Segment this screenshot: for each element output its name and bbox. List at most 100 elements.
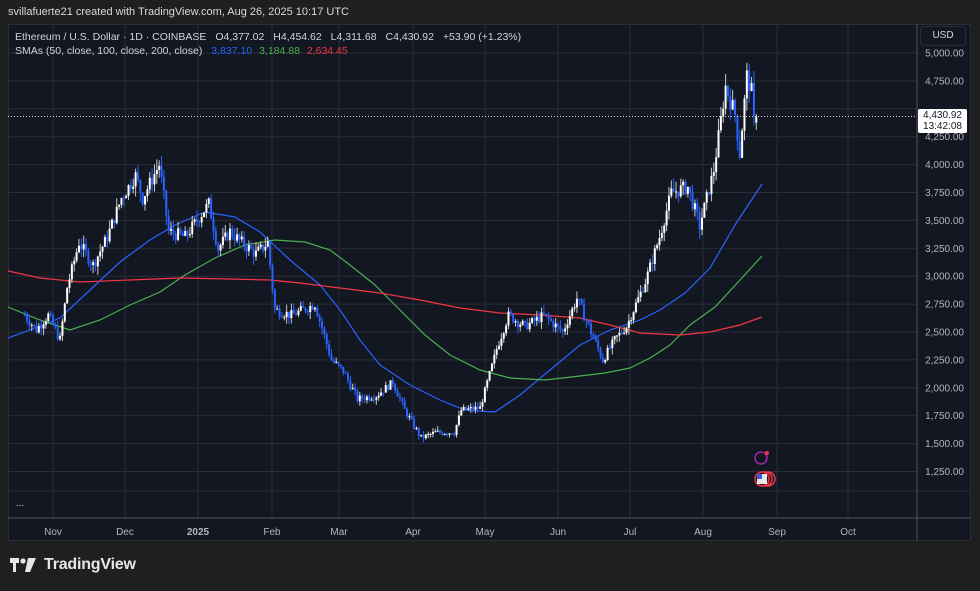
candle-body — [155, 169, 158, 175]
candle-body — [387, 385, 390, 390]
candle-body — [667, 195, 670, 211]
candle-body — [427, 433, 430, 435]
candle-body — [646, 271, 649, 285]
sma200-value: 2,634.45 — [306, 45, 348, 57]
candle-body — [391, 380, 394, 385]
candle-body — [146, 189, 149, 197]
candle-body — [413, 418, 416, 429]
candle-body — [601, 356, 604, 363]
tradingview-logo[interactable]: TradingView — [10, 556, 136, 574]
candle-body — [153, 174, 156, 185]
candle-body — [639, 291, 642, 298]
sma-line — [8, 183, 763, 413]
candle-body — [311, 305, 314, 310]
candle-body — [66, 287, 69, 304]
candle-body — [398, 396, 401, 399]
price-change: +53.90 (+1.23%) — [442, 31, 522, 43]
candle-body — [462, 406, 465, 411]
candle-body — [483, 387, 486, 403]
candle-body — [467, 408, 470, 410]
candle-body — [590, 323, 593, 335]
candle-body — [604, 360, 607, 363]
candle-body — [429, 433, 432, 435]
candle-body — [127, 185, 130, 196]
candle-body — [349, 380, 352, 390]
candle-body — [151, 177, 154, 185]
candle-body — [245, 246, 248, 252]
candle-body — [741, 130, 744, 158]
candle-body — [547, 314, 550, 319]
price-axis-label: 2,750.00 — [925, 300, 964, 311]
candle-body — [644, 284, 647, 293]
candle-body — [70, 264, 73, 280]
candle-body — [616, 335, 619, 337]
candle-body — [252, 248, 255, 257]
candle-body — [344, 372, 347, 374]
candle-body — [538, 316, 541, 323]
candle-body — [625, 327, 628, 333]
candle-body — [330, 354, 333, 361]
candle-body — [306, 311, 309, 313]
candle-body — [377, 395, 380, 398]
candle-body — [651, 262, 654, 265]
price-chart[interactable]: 1,250.00 1,500.00 1,750.00 2,000.00 2,250.00… — [8, 24, 971, 541]
candle-body — [61, 321, 64, 336]
candle-body — [592, 334, 595, 338]
candle-body — [519, 324, 522, 327]
tradingview-logo-icon — [10, 558, 36, 572]
candle-body — [493, 354, 496, 364]
candle-body — [217, 243, 220, 251]
candle-body — [337, 361, 340, 365]
candle-body — [401, 398, 404, 401]
candle-body — [486, 380, 489, 388]
candle-body — [191, 221, 194, 234]
candle-body — [559, 325, 562, 330]
candle-body — [507, 311, 510, 326]
candle-body — [594, 337, 597, 341]
symbol-label[interactable]: Ethereum / U.S. Dollar · 1D · COINBASE — [15, 31, 207, 43]
candle-body — [264, 246, 267, 251]
price-axis-label: 3,250.00 — [925, 244, 964, 255]
sma-indicator-label[interactable]: SMAs (50, close, 100, close, 200, close) — [15, 45, 203, 57]
candle-body — [417, 427, 420, 436]
candle-body — [514, 321, 517, 323]
candle-body — [323, 328, 326, 335]
candle-body — [351, 387, 354, 390]
candle-body — [165, 190, 168, 216]
candle-body — [630, 320, 633, 322]
candle-body — [80, 245, 83, 250]
us-economic-event-icon — [754, 471, 776, 487]
candle-body — [94, 261, 97, 267]
candle-body — [658, 237, 661, 246]
candle-body — [597, 340, 600, 349]
price-axis-label: 2,250.00 — [925, 355, 964, 366]
candle-body — [474, 406, 477, 410]
candle-body — [302, 306, 305, 308]
candle-body — [424, 434, 427, 439]
candle-body — [634, 302, 637, 313]
currency-button[interactable]: USD — [920, 26, 966, 46]
candle-body — [52, 315, 54, 325]
sma-line — [8, 270, 763, 336]
candle-body — [571, 308, 574, 317]
candle-body — [575, 298, 578, 308]
candle-body — [439, 430, 442, 433]
candle-body — [224, 232, 227, 237]
candle-body — [568, 316, 571, 325]
candle-body — [722, 108, 725, 117]
candle-body — [384, 385, 387, 393]
candle-body — [406, 408, 408, 417]
time-axis-label: Aug — [694, 527, 712, 538]
candle-body — [637, 297, 640, 303]
time-axis-label: Mar — [330, 527, 348, 538]
more-button[interactable]: ... — [16, 498, 25, 509]
candle-body — [623, 332, 626, 334]
candle-body — [472, 406, 475, 410]
candle-body — [434, 431, 437, 433]
candle-body — [160, 165, 163, 177]
chart-frame — [8, 24, 971, 541]
price-axis-label: 1,750.00 — [925, 411, 964, 422]
candle-body — [28, 320, 31, 326]
candle-body — [564, 328, 567, 332]
sma100-value: 3,184.88 — [259, 45, 300, 57]
